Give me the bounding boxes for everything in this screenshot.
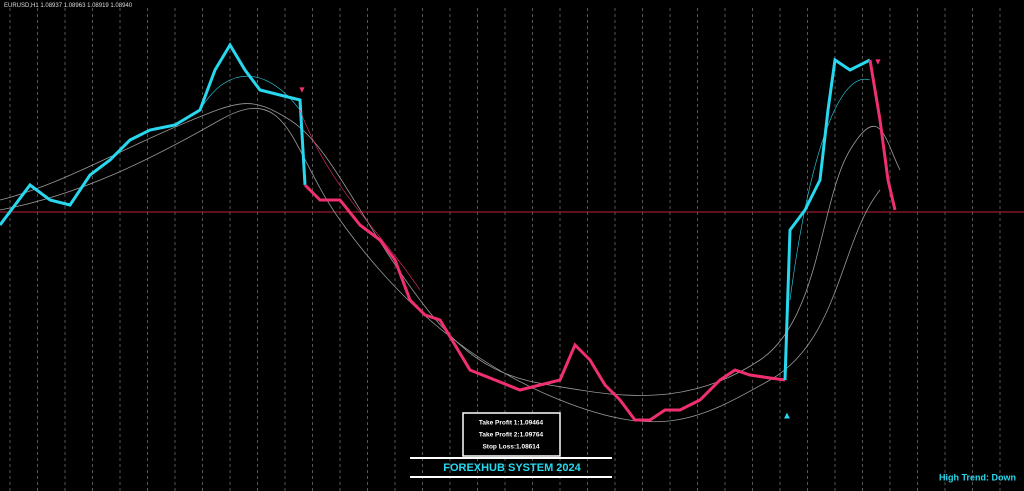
uptrend-price bbox=[0, 42, 307, 226]
panel-line: Stop Loss:1.08614 bbox=[482, 444, 539, 451]
price-series bbox=[0, 42, 897, 422]
buy-arrow: ▲ bbox=[782, 411, 792, 422]
symbol-label: EURUSD,H1 1.08937 1.08963 1.08919 1.0894… bbox=[4, 3, 133, 9]
info-panel bbox=[462, 412, 561, 457]
symbol: EURUSD,H1 bbox=[4, 3, 39, 9]
downtrend-price bbox=[868, 59, 897, 211]
ribbon bbox=[199, 75, 301, 111]
downtrend-price bbox=[303, 183, 786, 422]
grid bbox=[9, 8, 1001, 491]
sell-arrow: ▼ bbox=[298, 84, 307, 94]
banner: FOREXHUB SYSTEM 2024 bbox=[443, 462, 581, 474]
quote: 1.08937 1.08963 1.08919 1.08940 bbox=[40, 3, 132, 9]
moving-averages bbox=[0, 103, 901, 423]
panel-lines: Take Profit 1:1.09464 Take Profit 2:1.097… bbox=[479, 420, 544, 451]
panel-line: Take Profit 1:1.09464 bbox=[479, 420, 544, 427]
ribbons bbox=[199, 75, 871, 301]
ma-line bbox=[0, 107, 881, 423]
sell-arrow: ▼ bbox=[874, 56, 883, 66]
ma-line bbox=[0, 103, 901, 396]
ribbon bbox=[789, 78, 871, 301]
uptrend-price bbox=[783, 57, 871, 381]
ribbon bbox=[299, 109, 421, 291]
trend-status: High Trend: Down bbox=[939, 472, 1016, 482]
panel-line: Take Profit 2:1.09764 bbox=[479, 432, 544, 439]
